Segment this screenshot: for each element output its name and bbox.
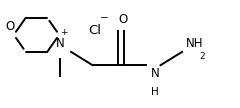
Text: O: O [119, 13, 128, 26]
Text: N: N [151, 67, 160, 80]
Text: NH: NH [186, 37, 203, 50]
Text: O: O [5, 20, 14, 33]
Text: +: + [60, 28, 68, 37]
Text: N: N [55, 37, 64, 50]
Text: H: H [151, 87, 159, 97]
Text: Cl: Cl [89, 24, 102, 37]
Text: 2: 2 [199, 52, 205, 61]
Text: −: − [100, 13, 108, 23]
